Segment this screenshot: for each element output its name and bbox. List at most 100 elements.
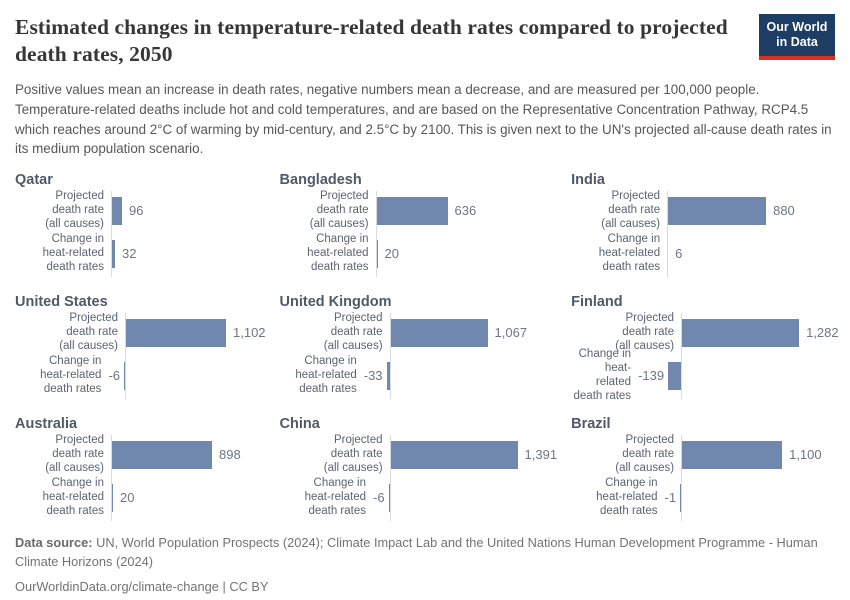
bar-row-left: Change in heat-related death rates [15,233,111,274]
bar-row-projected-death-rate-all-causes-: Projected death rate (all causes) 1,067 [280,312,558,352]
chart-title: Estimated changes in temperature-related… [15,15,728,67]
bar-change[interactable] [124,361,125,390]
bar-row-left: Change in heat-related death rates [571,233,667,274]
value-label: 1,102 [233,325,266,341]
panel-title-china: China [279,415,320,432]
category-label: Projected death rate (all causes) [45,434,104,474]
bar-row-projected-death-rate-all-causes-: Projected death rate (all causes) 1,282 [571,312,839,352]
panel-plot-united-states: Projected death rate (all causes) 1,102 Ch… [15,312,266,399]
category-label: Change in heat-related death rates [40,355,102,395]
bar-row-change-in-heat-related-death-rates: Change in heat-related death rates -33 [280,355,558,395]
panel-title-united-kingdom: United Kingdom [279,293,392,310]
value-label: -6 [372,490,385,506]
panel-united-kingdom: United Kingdom Projected death rate (all … [280,294,558,400]
bar-row-projected-death-rate-all-causes-: Projected death rate (all causes) 898 [15,434,266,474]
bar-projected[interactable] [389,318,488,347]
panel-plot-india: Projected death rate (all causes) 880 Chan… [571,190,839,277]
bar-row-change-in-heat-related-death-rates: Change in heat-related death rates -139 [571,348,839,402]
category-label: Change in heat-related death rates [596,477,658,517]
chart-header: Estimated changes in temperature-related… [15,14,835,68]
value-label: 1,391 [524,447,558,463]
bar-row-change-in-heat-related-death-rates: Change in heat-related death rates -1 [571,477,839,517]
y-axis-line [681,434,683,521]
bar-row-projected-death-rate-all-causes-: Projected death rate (all causes) 1,102 [15,312,266,352]
bar-change[interactable] [386,361,390,390]
y-axis-line [389,434,391,521]
panel-india: India Projected death rate (all causes) 88… [571,172,839,278]
category-label: Change in heat-related death rates [304,477,366,517]
bar-row-change-in-heat-related-death-rates: Change in heat-related death rates -6 [280,477,558,517]
panels-grid: Qatar Projected death rate (all causes) 96… [15,172,839,522]
value-label: 32 [122,246,137,262]
y-axis-line [375,190,377,277]
y-axis-line [125,312,126,399]
owid-logo: Our World in Data [759,14,835,60]
footer-url-line: OurWorldinData.org/climate-change | CC B… [15,579,269,595]
panel-plot-qatar: Projected death rate (all causes) 96 Chang… [15,190,266,277]
bar-row-projected-death-rate-all-causes-: Projected death rate (all causes) 1,100 [571,434,839,474]
category-label: Change in heat-related death rates [598,233,661,273]
bar-projected[interactable] [681,318,800,347]
panel-qatar: Qatar Projected death rate (all causes) 96… [15,172,266,278]
panel-plot-china: Projected death rate (all causes) 1,391 Ch… [280,434,558,521]
value-label: 636 [454,203,477,219]
bar-row-left: Projected death rate (all causes) [15,312,125,353]
bar-projected[interactable] [125,318,226,347]
value-label: -139 [638,368,665,384]
panel-plot-brazil: Projected death rate (all causes) 1,100 Ch… [571,434,839,521]
y-axis-line [667,190,669,277]
bar-row-left: Projected death rate (all causes) [571,434,681,475]
panel-united-states: United States Projected death rate (all c… [15,294,266,400]
category-label: Change in heat-related death rates [573,348,632,402]
bar-row-projected-death-rate-all-causes-: Projected death rate (all causes) 880 [571,190,839,230]
bar-row-change-in-heat-related-death-rates: Change in heat-related death rates 32 [15,233,266,273]
panel-australia: Australia Projected death rate (all cause… [15,416,266,522]
value-label: 1,282 [806,325,839,341]
value-label: 898 [219,447,241,463]
value-label: -6 [108,368,120,384]
bar-row-projected-death-rate-all-causes-: Projected death rate (all causes) 636 [280,190,558,230]
value-label: 880 [773,203,795,219]
bar-row-left: Change in heat-related death rates -139 [571,348,682,403]
panel-title-qatar: Qatar [15,171,53,188]
chart-footer: Data source: UN, World Population Prospe… [15,534,835,597]
bar-projected[interactable] [667,196,767,225]
bar-projected[interactable] [111,196,122,225]
panel-finland: Finland Projected death rate (all causes)… [571,294,839,402]
category-label: Projected death rate (all causes) [615,434,675,474]
bar-row-projected-death-rate-all-causes-: Projected death rate (all causes) 96 [15,190,266,230]
panel-plot-united-kingdom: Projected death rate (all causes) 1,067 Ch… [280,312,558,399]
y-axis-line [111,190,112,277]
category-label: Projected death rate (all causes) [45,190,104,230]
bar-row-change-in-heat-related-death-rates: Change in heat-related death rates 20 [15,477,266,517]
panel-title-brazil: Brazil [571,415,611,432]
bar-projected[interactable] [389,440,518,469]
bar-change[interactable] [111,239,115,268]
value-label: 20 [384,246,400,262]
panel-bangladesh: Bangladesh Projected death rate (all caus… [280,172,558,278]
category-label: Change in heat-related death rates [42,477,104,517]
bar-projected[interactable] [681,440,783,469]
bar-change[interactable] [680,483,682,512]
bar-projected[interactable] [375,196,448,225]
category-label: Change in heat-related death rates [295,355,357,395]
category-label: Change in heat-related death rates [307,233,369,273]
bar-row-left: Change in heat-related death rates -1 [571,477,682,518]
bar-change[interactable] [375,239,378,268]
bar-row-projected-death-rate-all-causes-: Projected death rate (all causes) 1,391 [280,434,558,474]
bar-projected[interactable] [111,440,212,469]
bar-change[interactable] [668,361,682,390]
data-source-line: Data source: UN, World Population Prospe… [15,534,835,571]
bar-row-left: Projected death rate (all causes) [280,312,390,353]
panel-title-bangladesh: Bangladesh [279,171,362,188]
bar-row-left: Change in heat-related death rates [15,477,111,518]
category-label: Projected death rate (all causes) [323,312,383,352]
bar-row-left: Projected death rate (all causes) [280,434,390,475]
bar-row-left: Change in heat-related death rates [280,233,376,274]
bar-change[interactable] [111,483,113,512]
bar-row-change-in-heat-related-death-rates: Change in heat-related death rates -6 [15,355,266,395]
y-axis-line [681,312,683,399]
bar-change[interactable] [388,483,390,512]
value-label: 96 [129,203,144,219]
